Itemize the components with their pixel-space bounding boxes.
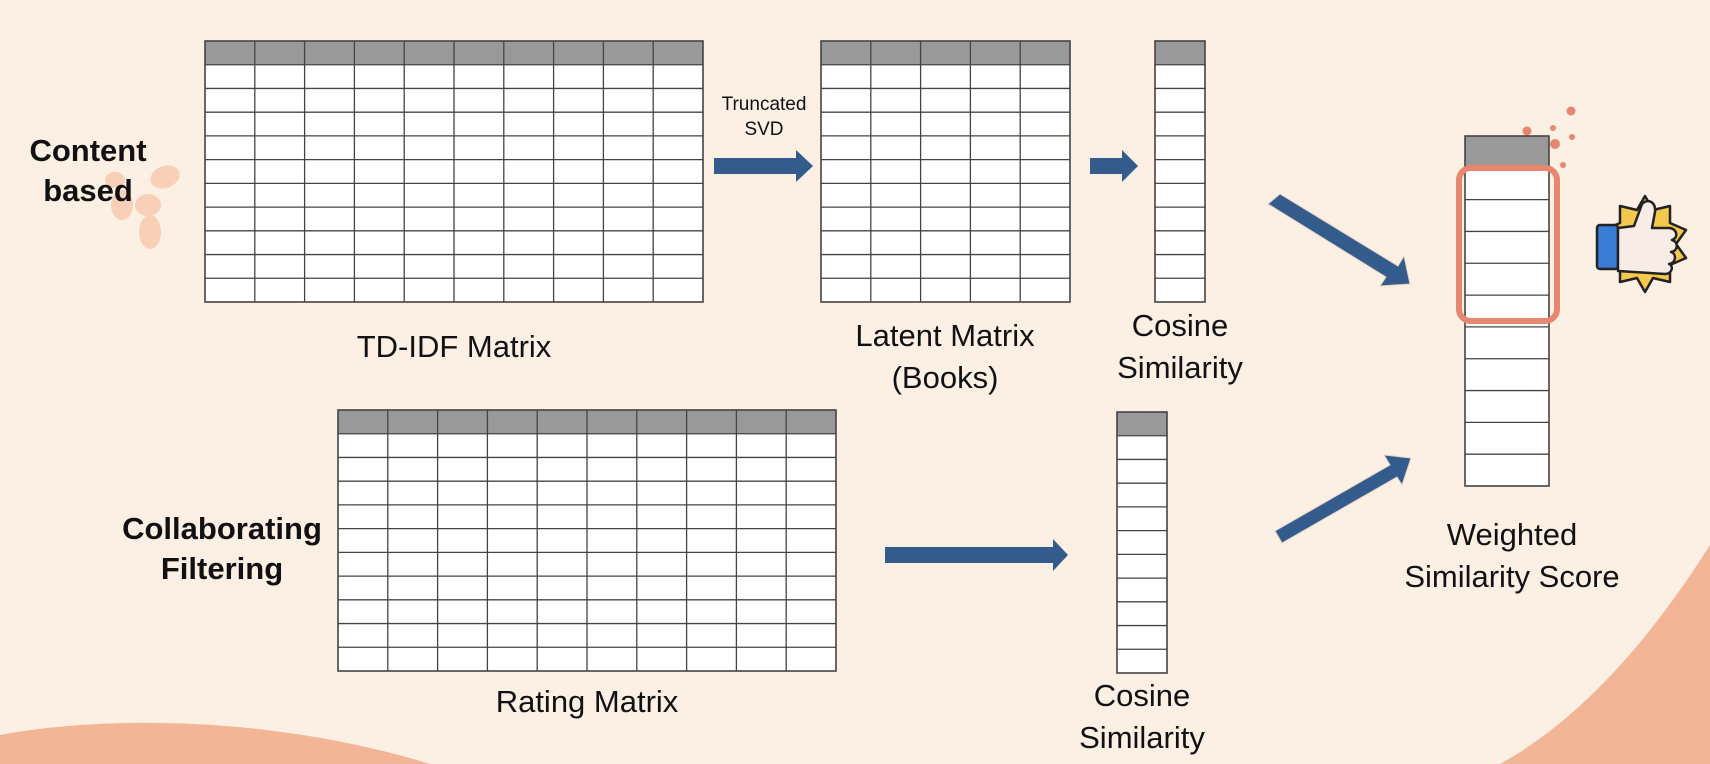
arrow-collab-to-weighted xyxy=(1274,454,1412,544)
collaborating-filtering-label: Collaborating Filtering xyxy=(108,509,336,588)
thumbs-up-badge-icon xyxy=(1595,194,1688,294)
header-row xyxy=(1117,412,1167,436)
arrow-latent-to-cosine xyxy=(1090,150,1138,182)
latent-matrix-line-1: Latent Matrix xyxy=(855,318,1035,353)
tdidf-matrix-text: TD-IDF Matrix xyxy=(356,329,552,364)
matrix-grids xyxy=(204,40,1550,674)
header-row xyxy=(821,41,1070,65)
arrow-rating-to-cosine xyxy=(885,539,1068,571)
truncated-svd-line-2: SVD xyxy=(744,118,784,140)
top-match-highlight xyxy=(1456,165,1560,324)
arrow-content-to-weighted xyxy=(1267,193,1411,287)
rating-matrix-text: Rating Matrix xyxy=(495,684,679,719)
content-based-line-1: Content xyxy=(29,133,147,168)
latent-matrix-grid xyxy=(820,40,1071,303)
tdidf-matrix-grid xyxy=(204,40,704,303)
collaborating-line-1: Collaborating xyxy=(122,511,322,546)
cosine-top-column xyxy=(1154,40,1206,303)
weighted-similarity-score-label: Weighted Similarity Score xyxy=(1382,514,1642,599)
arrow-tdidf-to-latent xyxy=(714,150,813,182)
header-row xyxy=(1155,41,1205,65)
tdidf-matrix-label: TD-IDF Matrix xyxy=(304,326,604,368)
decorative-dots-icon xyxy=(1522,106,1576,168)
bottom-right-blob xyxy=(1500,545,1710,764)
weighted-line-1: Weighted xyxy=(1446,517,1578,552)
cosine-similarity-bottom-label: Cosine Similarity xyxy=(1062,675,1222,760)
weighted-score-column xyxy=(1464,135,1550,487)
content-based-label: Content based xyxy=(18,131,158,210)
latent-matrix-line-2: (Books) xyxy=(891,360,999,396)
cosine-top-line-1: Cosine xyxy=(1131,308,1229,343)
collaborating-line-2: Filtering xyxy=(160,550,284,586)
rating-matrix-grid xyxy=(337,409,837,672)
header-row xyxy=(1465,136,1549,168)
bottom-left-blob xyxy=(0,722,430,764)
truncated-svd-label: Truncated SVD xyxy=(708,93,820,142)
cosine-top-line-2: Similarity xyxy=(1117,350,1243,386)
decorative-petals-icon xyxy=(105,165,180,249)
weighted-line-2: Similarity Score xyxy=(1404,559,1620,595)
latent-matrix-label: Latent Matrix (Books) xyxy=(820,315,1070,400)
content-based-line-2: based xyxy=(43,172,133,208)
rating-matrix-label: Rating Matrix xyxy=(437,681,737,723)
cosine-bottom-column xyxy=(1116,411,1168,674)
cosine-bottom-line-2: Similarity xyxy=(1079,720,1205,756)
cosine-bottom-line-1: Cosine xyxy=(1093,678,1191,713)
truncated-svd-line-1: Truncated xyxy=(721,94,807,115)
cosine-similarity-top-label: Cosine Similarity xyxy=(1100,305,1260,390)
